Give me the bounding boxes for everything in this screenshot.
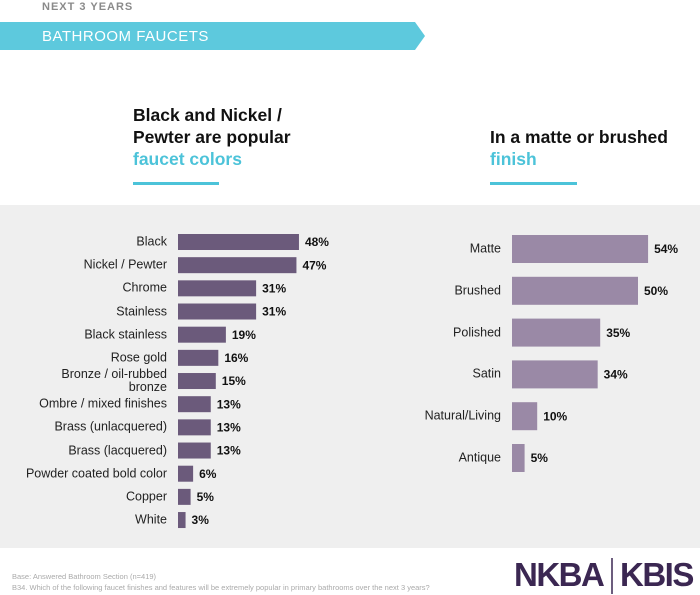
bar — [512, 276, 638, 305]
title-underline — [490, 182, 577, 185]
value-label: 19% — [232, 328, 256, 342]
footnote: B34. Which of the following faucet finis… — [12, 583, 430, 592]
value-label: 47% — [302, 258, 326, 272]
value-label: 16% — [224, 351, 248, 365]
category-label: Rose gold — [110, 350, 167, 365]
bar — [178, 512, 186, 529]
value-label: 10% — [543, 409, 567, 423]
category-label: White — [135, 512, 167, 527]
value-label: 5% — [531, 451, 549, 465]
value-label: 13% — [217, 397, 241, 411]
category-label: Powder coated bold color — [25, 466, 167, 481]
bar — [178, 488, 191, 505]
category-label: Brushed — [454, 283, 501, 298]
category-label: Ombre / mixed finishes — [39, 396, 167, 411]
bar — [178, 280, 257, 297]
title-highlight: faucet colors — [133, 149, 242, 169]
bar — [178, 442, 211, 459]
footnote: Base: Answered Bathroom Section (n=419) — [12, 572, 157, 581]
bar — [512, 360, 598, 389]
bar — [178, 326, 226, 343]
category-label: Chrome — [122, 280, 167, 295]
title-highlight: finish — [490, 149, 537, 169]
value-label: 5% — [197, 490, 215, 504]
value-label: 31% — [262, 305, 286, 319]
bar — [178, 257, 297, 274]
bar — [178, 303, 257, 320]
category-label: Matte — [469, 241, 501, 256]
category-label: Stainless — [116, 304, 167, 318]
title-text: In a matte or brushed — [490, 127, 668, 147]
logo: NKBA — [514, 556, 605, 593]
category-label: Satin — [472, 366, 502, 381]
value-label: 15% — [222, 374, 246, 388]
value-label: 13% — [217, 421, 241, 435]
category-label: Nickel / Pewter — [83, 257, 167, 272]
title-underline — [133, 182, 219, 185]
bar — [512, 444, 525, 472]
title-text: Black and Nickel / Pewter are popular — [133, 105, 291, 147]
category-label: Copper — [126, 489, 167, 504]
category-label: Bronze / oil-rubbed bronze — [61, 367, 167, 395]
value-label: 48% — [305, 235, 329, 249]
category-label: Brass (lacquered) — [68, 443, 167, 458]
category-label: Natural/Living — [424, 408, 501, 423]
value-label: 13% — [217, 444, 241, 458]
category-label: Black stainless — [84, 327, 167, 342]
bar — [178, 349, 219, 366]
value-label: 31% — [262, 282, 286, 296]
value-label: 6% — [199, 467, 217, 481]
bar — [512, 318, 601, 347]
value-label: 54% — [654, 242, 678, 256]
bar — [178, 419, 211, 436]
bar — [512, 235, 649, 263]
value-label: 35% — [606, 326, 630, 340]
bar — [178, 396, 211, 413]
banner-text: BATHROOM FAUCETS — [42, 28, 209, 45]
bar — [178, 373, 216, 390]
value-label: 3% — [192, 513, 210, 527]
banner — [0, 22, 425, 50]
eyebrow: NEXT 3 YEARS — [42, 1, 133, 13]
bar — [178, 234, 299, 250]
category-label: Black — [136, 234, 167, 249]
chart-title: Black and Nickel / Pewter are popular fau… — [133, 104, 318, 170]
category-label: Brass (unlacquered) — [54, 419, 167, 434]
logo: KBIS — [620, 556, 694, 593]
category-label: Polished — [453, 325, 501, 340]
chart-title: In a matte or brushed finish — [490, 126, 700, 170]
value-label: 50% — [644, 284, 668, 298]
bar — [178, 465, 194, 482]
value-label: 34% — [604, 368, 628, 382]
bar — [512, 402, 538, 431]
category-label: Antique — [458, 450, 501, 465]
